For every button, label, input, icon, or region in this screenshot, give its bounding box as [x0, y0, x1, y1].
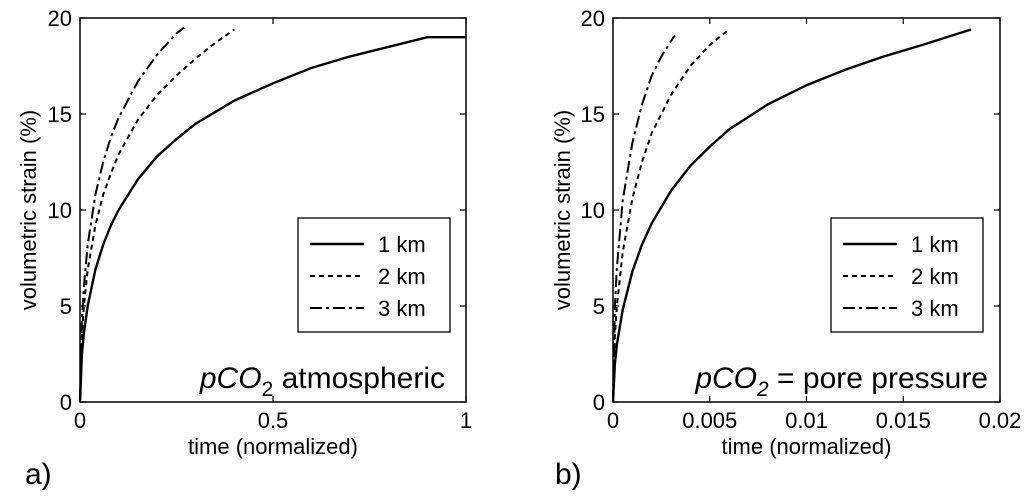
annotation-subscript: 2 — [756, 378, 769, 401]
y-tick-label: 20 — [48, 6, 72, 31]
panel-label: b) — [555, 458, 582, 491]
legend-label: 3 km — [378, 296, 426, 321]
x-tick-label: 0.5 — [258, 408, 289, 433]
y-tick-label: 5 — [593, 294, 605, 319]
legend: 1 km 2 km 3 km — [297, 217, 451, 333]
y-tick-label: 20 — [581, 6, 605, 31]
x-tick-label: 0.005 — [682, 408, 737, 433]
series-line-2-km — [79, 28, 235, 403]
annotation-subscript: 2 — [262, 378, 274, 401]
annotation-suffix: atmospheric — [273, 362, 445, 395]
legend-label: 3 km — [911, 296, 959, 321]
plot-frame — [612, 17, 1001, 403]
y-axis-label: volumetric strain (%) — [16, 110, 41, 310]
panel-label: a) — [25, 458, 52, 491]
x-tick-label: 1 — [460, 408, 472, 433]
y-tick-label: 10 — [581, 198, 605, 223]
series-line-1-km — [78, 36, 466, 403]
legend-label: 1 km — [911, 232, 959, 257]
series-line-1-km — [611, 28, 972, 403]
x-tick-label: 0 — [607, 408, 619, 433]
legend-label: 2 km — [911, 264, 959, 289]
y-tick-label: 5 — [60, 294, 72, 319]
y-tick-label: 0 — [593, 390, 605, 415]
annotation-prefix: pCO — [199, 362, 262, 395]
panel-annotation: pCO2 atmospheric — [199, 362, 445, 401]
series-line-3-km — [612, 34, 676, 403]
annotation-suffix: = pore pressure — [769, 362, 988, 395]
x-tick-label: 0.015 — [876, 408, 931, 433]
y-axis-label: volumetric strain (%) — [550, 110, 575, 310]
y-tick-label: 15 — [48, 102, 72, 127]
x-tick-label: 0.01 — [785, 408, 828, 433]
series-line-3-km — [79, 26, 185, 403]
series-line-2-km — [612, 28, 730, 403]
chart-panel-b: 0 0.005 0.01 0.015 0.02 0 5 10 15 20 time (normali… — [550, 6, 1021, 491]
y-tick-label: 15 — [581, 102, 605, 127]
panel-annotation: pCO2 = pore pressure — [694, 362, 988, 401]
annotation-prefix: pCO — [694, 362, 757, 395]
legend: 1 km 2 km 3 km — [830, 217, 984, 333]
x-axis-label: time (normalized) — [188, 434, 358, 459]
legend-label: 1 km — [378, 232, 426, 257]
y-tick-label: 10 — [48, 198, 72, 223]
y-tick-label: 0 — [60, 390, 72, 415]
x-tick-label: 0 — [74, 408, 86, 433]
x-tick-label: 0.02 — [979, 408, 1022, 433]
plot-frame — [79, 17, 467, 403]
legend-label: 2 km — [378, 264, 426, 289]
x-axis-label: time (normalized) — [722, 434, 892, 459]
